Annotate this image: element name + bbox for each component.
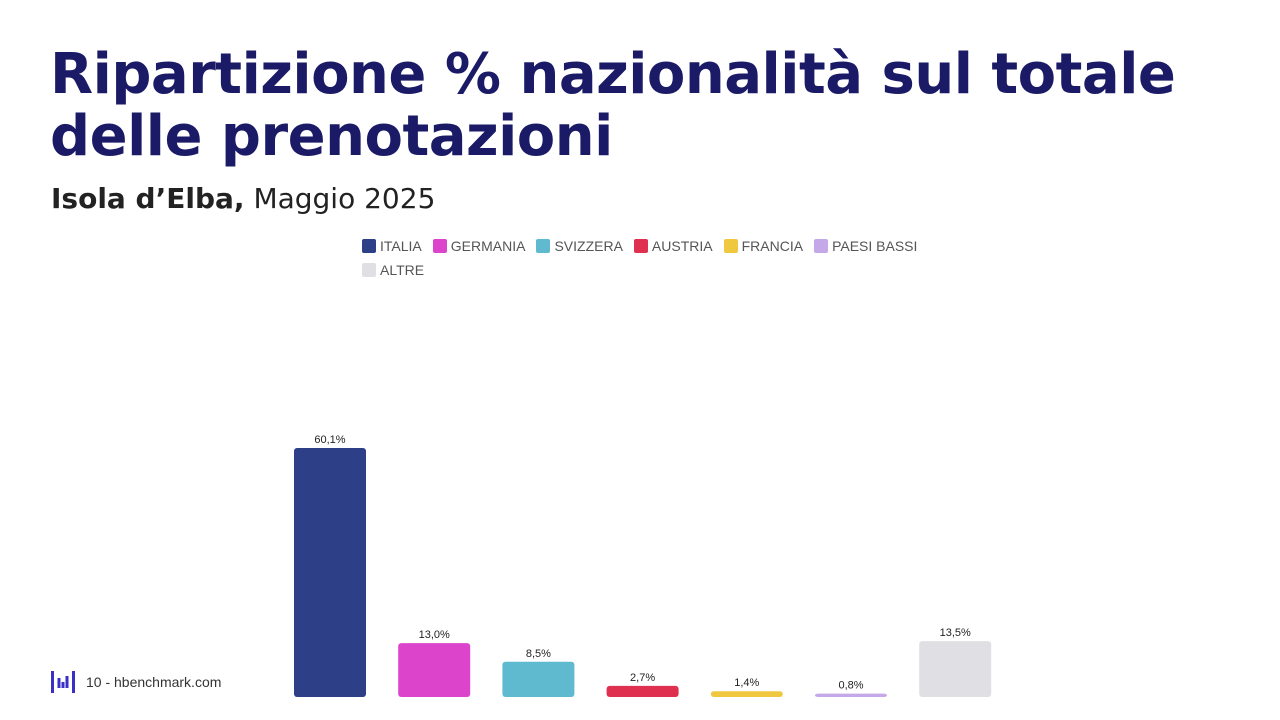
page-subtitle: Isola d’Elba, Maggio 2025 [51,182,435,216]
legend-label: FRANCIA [741,238,804,254]
legend-item: ITALIA [362,236,422,256]
legend-label: SVIZZERA [554,238,623,254]
bar-italia [294,448,366,697]
legend-swatch [723,239,738,253]
legend-label: ITALIA [380,238,422,254]
legend-item: SVIZZERA [536,236,623,256]
legend-label: ALTRE [380,262,425,278]
legend-item: PAESI BASSI [814,236,917,256]
legend-item: GERMANIA [432,236,526,256]
bar-svizzera [502,661,575,697]
bar-value-label: 60,1% [314,434,345,446]
bar-value-label: 1,4% [734,677,759,689]
legend-item: ALTRE [362,260,424,280]
footer: 10 - hbenchmark.com [50,670,221,694]
legend-label: GERMANIA [450,238,526,254]
hbenchmark-logo-icon [50,670,76,694]
chart-legend: ITALIA GERMANIA SVIZZERA AUSTRIA FRANCIA PAES… [362,236,942,280]
bar-value-label: 2,7% [630,672,655,684]
bar-value-label: 8,5% [526,648,551,660]
legend-swatch [633,239,648,253]
subtitle-date: Maggio 2025 [244,182,436,215]
legend-swatch [362,263,376,277]
bar-value-label: 13,5% [940,627,971,639]
bar-germania [398,643,471,697]
legend-swatch [814,239,829,253]
subtitle-place: Isola d’Elba, [51,182,245,215]
page-title: Ripartizione % nazionalità sul totale de… [50,42,1176,169]
bar-altre [919,641,992,697]
legend-swatch [362,239,376,253]
footer-page-label: 10 - hbenchmark.com [86,674,222,690]
legend-label: AUSTRIA [651,238,713,254]
bar-paesi-bassi [815,693,887,697]
legend-swatch [536,239,551,253]
bar-value-label: 13,0% [419,629,450,641]
legend-item: FRANCIA [723,236,804,256]
bar-francia [710,691,783,697]
legend-item: AUSTRIA [633,236,713,256]
legend-swatch [432,239,447,253]
bar-value-label: 0,8% [838,680,863,692]
legend-label: PAESI BASSI [832,238,918,254]
bar-austria [606,685,679,697]
